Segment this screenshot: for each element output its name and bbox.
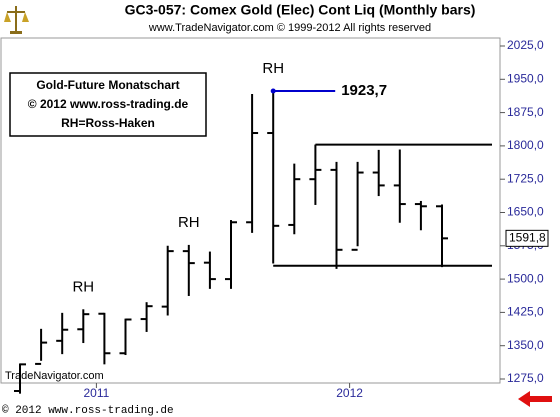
y-tick-label: 1425,0 (507, 305, 544, 319)
y-tick-label: 1800,0 (507, 138, 544, 152)
info-box (9, 72, 207, 137)
scroll-arrow[interactable] (518, 391, 552, 407)
info-line: © 2012 www.ross-trading.de (28, 97, 189, 111)
y-tick-label: 1875,0 (507, 105, 544, 119)
y-tick-label: 1350,0 (507, 338, 544, 352)
rh-label: RH (262, 60, 284, 77)
x-tick-label: 2011 (83, 386, 109, 400)
chart-subtitle: www.TradeNavigator.com © 1999-2012 All r… (148, 22, 431, 34)
watermark: TradeNavigator.com (5, 370, 104, 382)
peak-label: 1923,7 (341, 82, 387, 99)
y-tick-label: 1650,0 (507, 205, 544, 219)
y-tick-label: 2025,0 (507, 38, 544, 52)
y-tick-label: 1725,0 (507, 171, 544, 185)
logo-icon (4, 6, 29, 34)
rh-label: RH (72, 278, 94, 295)
peak-dot (270, 88, 276, 94)
chart-title: GC3-057: Comex Gold (Elec) Cont Liq (Mon… (125, 2, 476, 18)
info-line: RH=Ross-Haken (61, 116, 155, 130)
y-tick-label: 1950,0 (507, 71, 544, 85)
y-tick-label: 1500,0 (507, 271, 544, 285)
y-tick-label: 1275,0 (507, 371, 544, 385)
rh-label: RH (178, 214, 200, 231)
last-price-label: 1591,8 (509, 231, 546, 245)
footer: © 2012 www.ross-trading.de (2, 405, 174, 417)
last-price-box (505, 229, 549, 247)
x-tick-label: 2012 (336, 386, 363, 400)
info-line: Gold-Future Monatschart (36, 78, 179, 92)
